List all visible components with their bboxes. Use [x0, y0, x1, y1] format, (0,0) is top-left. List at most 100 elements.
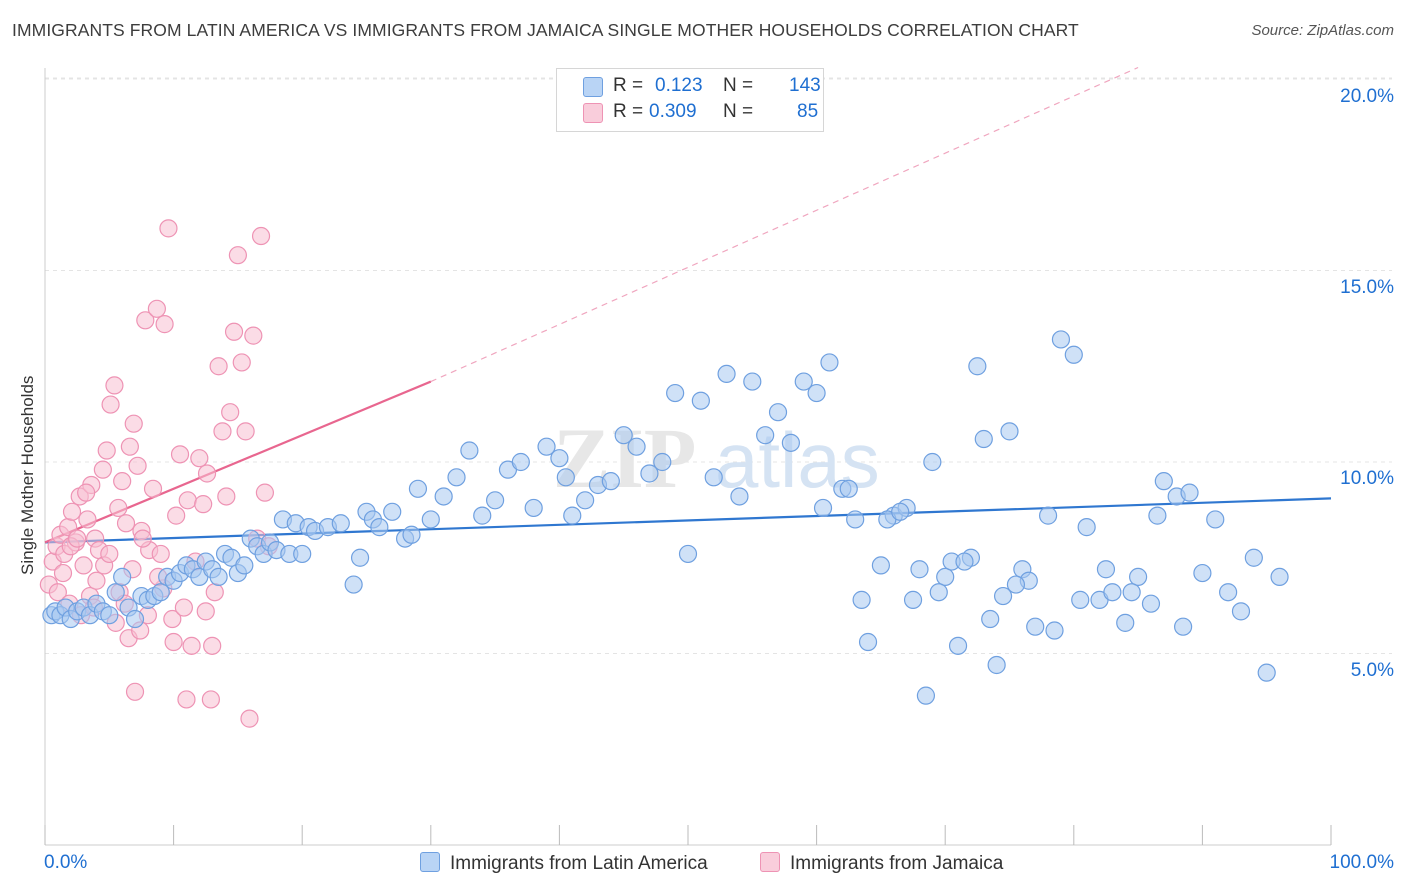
point-jamaica: [213, 422, 232, 441]
legend-swatch-pink: [583, 103, 603, 123]
point-latin-america: [447, 468, 466, 487]
point-latin-america: [601, 472, 620, 491]
point-jamaica: [147, 299, 166, 318]
point-latin-america: [955, 552, 974, 571]
legend-n-value: 85: [797, 101, 819, 122]
point-latin-america: [473, 506, 492, 525]
point-latin-america: [756, 426, 775, 445]
point-latin-america: [511, 452, 530, 472]
legend-r-label: R =: [613, 101, 644, 122]
point-latin-america: [1051, 330, 1071, 349]
point-latin-america: [1071, 590, 1090, 609]
point-latin-america: [1122, 583, 1141, 602]
point-jamaica: [221, 403, 240, 422]
point-jamaica: [236, 422, 255, 441]
point-jamaica: [48, 583, 67, 602]
legend-n-label: N =: [723, 75, 754, 96]
y-tick-5: 5.0%: [1350, 660, 1394, 681]
point-latin-america: [1148, 506, 1167, 525]
point-latin-america: [891, 502, 910, 521]
point-jamaica: [128, 456, 147, 475]
point-jamaica: [101, 395, 120, 414]
y-tick-10: 10.0%: [1340, 468, 1394, 489]
point-jamaica: [97, 441, 116, 460]
point-latin-america: [370, 518, 389, 537]
point-jamaica: [217, 487, 236, 506]
point-jamaica: [190, 449, 209, 468]
point-latin-america: [1154, 472, 1173, 491]
point-latin-america: [408, 479, 428, 498]
chart-title: IMMIGRANTS FROM LATIN AMERICA VS IMMIGRA…: [12, 20, 1079, 40]
legend-n-value: 143: [789, 75, 821, 96]
point-jamaica: [203, 636, 222, 655]
point-latin-america: [434, 487, 453, 506]
point-latin-america: [550, 449, 569, 468]
point-jamaica: [93, 460, 112, 479]
point-latin-america: [524, 498, 543, 518]
point-jamaica: [155, 315, 174, 334]
point-latin-america: [1193, 563, 1212, 583]
point-latin-america: [100, 606, 119, 625]
legend-r-value: 0.123: [655, 75, 703, 96]
point-jamaica: [53, 563, 73, 583]
bottom-legend-latin-america: Immigrants from Latin America: [420, 852, 708, 875]
point-jamaica: [196, 602, 215, 621]
point-jamaica: [143, 479, 163, 498]
point-latin-america: [1270, 567, 1289, 587]
point-latin-america: [794, 372, 813, 391]
point-latin-america: [768, 403, 788, 422]
point-jamaica: [167, 506, 186, 525]
point-latin-america: [293, 544, 312, 564]
point-latin-america: [421, 510, 440, 529]
point-latin-america: [974, 429, 993, 449]
point-jamaica: [178, 491, 197, 510]
point-jamaica: [244, 326, 263, 345]
point-latin-america: [858, 632, 878, 652]
correlation-legend: R = 0.123 N = 143 R = 0.309 N = 85: [556, 68, 824, 132]
point-latin-america: [910, 560, 929, 579]
point-jamaica: [255, 483, 275, 502]
point-latin-america: [383, 502, 402, 521]
point-latin-america: [993, 586, 1013, 606]
point-latin-america: [871, 556, 891, 575]
point-latin-america: [903, 590, 923, 609]
point-jamaica: [174, 598, 193, 617]
point-latin-america: [730, 487, 749, 506]
point-latin-america: [1257, 663, 1276, 682]
point-latin-america: [151, 583, 170, 602]
point-latin-america: [556, 468, 575, 487]
watermark: ZIP atlas: [553, 410, 880, 506]
bottom-legend-swatch-blue: [420, 852, 440, 872]
series-latin-america: [42, 330, 1289, 705]
point-latin-america: [1038, 506, 1058, 525]
point-jamaica: [68, 529, 87, 548]
point-latin-america: [1026, 617, 1045, 636]
trend-line-jamaica-extended: [430, 66, 1139, 383]
point-jamaica: [170, 445, 190, 464]
point-jamaica: [251, 226, 271, 246]
point-latin-america: [402, 525, 421, 544]
point-latin-america: [948, 636, 968, 655]
point-latin-america: [1116, 613, 1135, 632]
point-latin-america: [678, 544, 698, 564]
y-tick-15: 15.0%: [1340, 277, 1394, 298]
point-jamaica: [197, 464, 217, 483]
point-jamaica: [62, 502, 82, 521]
point-latin-america: [1128, 567, 1148, 587]
point-latin-america: [460, 441, 479, 460]
point-jamaica: [164, 632, 183, 652]
point-jamaica: [194, 495, 213, 514]
point-latin-america: [653, 452, 672, 472]
point-latin-america: [1206, 510, 1225, 529]
point-latin-america: [852, 590, 871, 609]
point-jamaica: [120, 437, 139, 456]
point-jamaica: [116, 514, 136, 533]
point-jamaica: [228, 246, 247, 265]
point-latin-america: [1103, 583, 1122, 602]
point-jamaica: [209, 357, 228, 376]
point-latin-america: [1064, 345, 1083, 364]
point-jamaica: [78, 510, 97, 529]
point-jamaica: [133, 529, 152, 548]
point-latin-america: [1096, 560, 1116, 579]
point-latin-america: [614, 426, 633, 445]
